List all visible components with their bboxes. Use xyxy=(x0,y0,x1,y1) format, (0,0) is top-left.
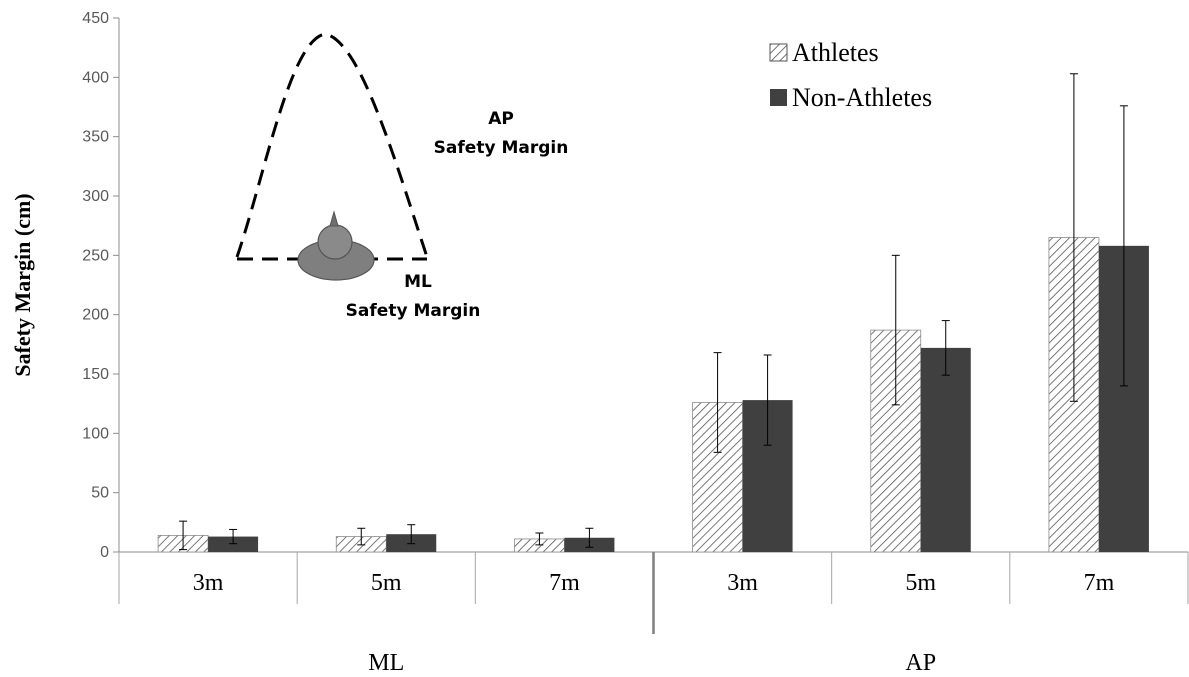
x-tick-label-7m-5: 7m xyxy=(1084,570,1115,596)
x-tick-label-3m-3: 3m xyxy=(727,570,758,596)
legend-label-athletes: Athletes xyxy=(792,38,879,67)
error-bar-athletes-1 xyxy=(357,527,366,546)
legend-swatch-non-athletes xyxy=(770,89,787,106)
nose-icon xyxy=(329,210,339,227)
error-bar-athletes-3 xyxy=(713,352,722,453)
y-tick-label-350: 350 xyxy=(82,129,109,146)
safety-margin-diagram: AP Safety Margin ML Safety Margin xyxy=(235,32,569,321)
error-bar-non-athletes-2 xyxy=(585,527,594,548)
x-tick-label-3m-0: 3m xyxy=(193,570,224,596)
error-bar-non-athletes-5 xyxy=(1119,105,1128,387)
ml-margin-label-line1: ML xyxy=(404,272,432,292)
group-label-ml: ML xyxy=(368,650,404,676)
bar-non-athletes-3m-0 xyxy=(208,536,259,552)
category-labels: 3m 5m 7m 3m 5m 7m xyxy=(193,570,1115,596)
error-bar-athletes-2 xyxy=(535,532,544,546)
y-tick-label-400: 400 xyxy=(82,69,109,86)
axes xyxy=(118,18,1188,553)
legend-label-non-athletes: Non-Athletes xyxy=(792,83,932,112)
head-icon xyxy=(317,224,353,260)
error-bar-non-athletes-4 xyxy=(941,320,950,376)
y-tick-label-450: 450 xyxy=(82,10,109,27)
y-tick-label-200: 200 xyxy=(82,307,109,324)
ml-margin-label-line2: Safety Margin xyxy=(346,301,481,321)
y-ticks: 0 50 100 150 200 250 300 350 400 450 xyxy=(82,10,119,561)
error-bar-athletes-5 xyxy=(1069,73,1078,402)
error-bar-athletes-0 xyxy=(179,520,188,551)
y-tick-label-150: 150 xyxy=(82,366,109,383)
error-bar-non-athletes-3 xyxy=(763,354,772,446)
x-tick-label-5m-4: 5m xyxy=(905,570,936,596)
error-bars xyxy=(179,73,1128,551)
group-labels: ML AP xyxy=(368,650,936,676)
bar-non-athletes-5m-4 xyxy=(920,347,971,552)
y-tick-label-50: 50 xyxy=(91,485,109,502)
ap-margin-label-line1: AP xyxy=(488,109,514,129)
ap-margin-label-line2: Safety Margin xyxy=(434,138,569,158)
legend-swatch-athletes xyxy=(769,43,788,62)
y-tick-label-100: 100 xyxy=(82,425,109,442)
x-category-dividers xyxy=(118,552,1189,634)
legend: Athletes Non-Athletes xyxy=(769,38,932,112)
error-bar-athletes-4 xyxy=(891,254,900,406)
error-bar-non-athletes-1 xyxy=(407,524,416,545)
y-tick-label-300: 300 xyxy=(82,188,109,205)
x-tick-label-7m-2: 7m xyxy=(549,570,580,596)
error-bar-non-athletes-0 xyxy=(229,528,238,545)
y-tick-label-0: 0 xyxy=(100,544,109,561)
ap-margin-outline xyxy=(235,32,429,258)
y-tick-label-250: 250 xyxy=(82,247,109,264)
y-axis-label: Safety Margin (cm) xyxy=(10,193,35,376)
bars xyxy=(157,237,1149,553)
group-label-ap: AP xyxy=(905,650,936,676)
x-tick-label-5m-1: 5m xyxy=(371,570,402,596)
